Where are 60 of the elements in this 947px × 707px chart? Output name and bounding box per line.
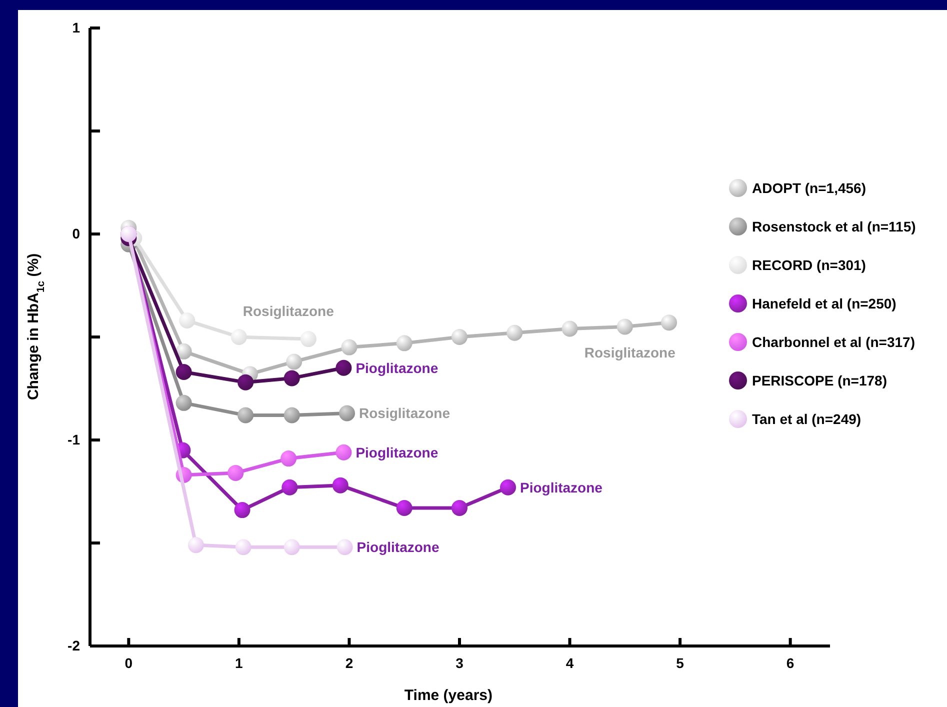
point — [341, 339, 358, 356]
annotation: Rosiglitazone — [584, 344, 676, 361]
annotation: Rosiglitazone — [242, 302, 334, 319]
point — [396, 335, 412, 352]
y-tick-label: 0 — [72, 225, 80, 242]
point — [235, 539, 252, 556]
point — [451, 329, 468, 345]
point — [120, 226, 137, 242]
x-tick-label: 6 — [786, 655, 794, 671]
point — [396, 500, 412, 516]
point — [339, 405, 356, 422]
point — [500, 479, 516, 496]
point — [238, 374, 254, 390]
y-tick-label: -1 — [68, 431, 80, 448]
point — [282, 479, 298, 496]
point — [179, 312, 196, 329]
point — [300, 331, 316, 348]
point — [451, 500, 468, 516]
annotation: Rosiglitazone — [359, 405, 450, 422]
legend-label: ADOPT (n=1,456) — [752, 180, 866, 196]
x-tick-label: 3 — [456, 655, 464, 671]
legend-label: RECORD (n=301) — [752, 256, 866, 273]
point — [506, 324, 523, 341]
point — [284, 407, 300, 424]
y-tick-label: -2 — [68, 637, 80, 654]
annotation: Pioglitazone — [356, 360, 438, 376]
point — [230, 329, 247, 345]
point — [286, 354, 302, 370]
legend-label: Hanefeld et al (n=250) — [752, 295, 896, 312]
point — [238, 407, 254, 424]
point — [234, 502, 250, 518]
point — [616, 318, 633, 335]
x-tick-label: 5 — [676, 655, 684, 671]
annotation: Pioglitazone — [520, 479, 603, 496]
x-tick-label: 0 — [124, 655, 133, 671]
legend-label: Tan et al (n=249) — [752, 410, 862, 427]
point — [336, 360, 352, 376]
legend-label: Rosenstock et al (n=115) — [752, 218, 916, 234]
point — [228, 464, 244, 481]
point — [336, 444, 352, 460]
point — [562, 320, 578, 337]
legend-label: PERISCOPE (n=178) — [752, 372, 887, 388]
point — [336, 539, 353, 556]
point — [284, 370, 300, 386]
x-tick-label: 2 — [345, 655, 354, 671]
y-tick-label: 1 — [72, 19, 80, 36]
point — [284, 539, 300, 556]
x-tick-label: 4 — [566, 655, 574, 671]
point — [661, 314, 678, 331]
x-tick-label: 1 — [235, 655, 244, 671]
point — [176, 394, 192, 411]
legend-label: Charbonnel et al (n=317) — [752, 334, 915, 350]
point — [176, 343, 192, 360]
annotation: Pioglitazone — [356, 539, 440, 556]
point — [280, 450, 297, 467]
annotation: Pioglitazone — [356, 444, 438, 460]
point — [332, 477, 348, 494]
point — [176, 364, 192, 380]
point — [188, 537, 204, 554]
x-axis-title: Time (years) — [404, 687, 493, 704]
